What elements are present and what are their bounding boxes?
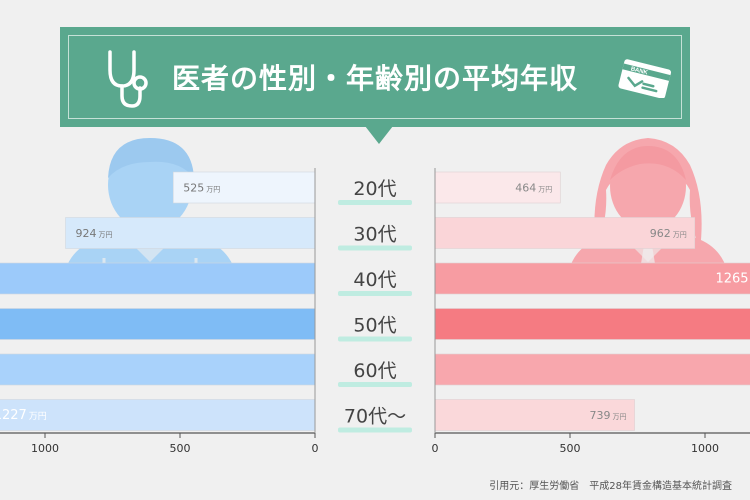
left-axis-tick-label: 500 bbox=[170, 442, 191, 455]
left-axis-tick-label: 1000 bbox=[31, 442, 59, 455]
stethoscope-icon bbox=[108, 50, 148, 108]
category-underline bbox=[338, 382, 412, 387]
right-bar-label: 1265万円 bbox=[715, 272, 750, 287]
category-label: 30代 bbox=[353, 224, 396, 246]
banner-pointer bbox=[365, 126, 393, 144]
right-axis-tick-label: 500 bbox=[560, 442, 581, 455]
right-bar bbox=[434, 353, 750, 386]
right-bar-label: 962 万円 bbox=[650, 227, 687, 240]
left-bar bbox=[0, 308, 316, 340]
category-underline bbox=[338, 336, 412, 342]
bars-layer: 525万円464万円924万円962万円1453万円1265万円1727万円15… bbox=[0, 171, 750, 431]
category-labels-layer: 20代 30代 40代 50代 60代 70代～ bbox=[338, 178, 412, 433]
left-bar bbox=[0, 353, 316, 386]
left-bar-label: 924 万円 bbox=[76, 227, 113, 240]
bank-text: BANK bbox=[630, 66, 649, 76]
category-underline bbox=[338, 427, 412, 433]
category-label: 40代 bbox=[353, 269, 396, 291]
right-bar-label: 464 万円 bbox=[515, 182, 552, 195]
right-bar bbox=[434, 308, 750, 340]
left-bar bbox=[65, 217, 316, 249]
right-axis-tick-label: 1000 bbox=[691, 442, 719, 455]
left-bar-label: 1227万円 bbox=[0, 408, 47, 423]
category-label: 70代～ bbox=[344, 406, 406, 428]
right-bar-label: 739 万円 bbox=[590, 409, 627, 422]
right-bar bbox=[434, 399, 635, 431]
category-underline bbox=[338, 291, 412, 296]
banner-border bbox=[68, 35, 682, 119]
left-bar-label: 525 万円 bbox=[183, 182, 220, 195]
category-underline bbox=[338, 200, 412, 205]
category-label: 50代 bbox=[353, 315, 396, 337]
left-bar bbox=[172, 171, 316, 204]
category-label: 20代 bbox=[353, 178, 396, 200]
right-axis-tick-label: 0 bbox=[432, 442, 439, 455]
left-axis-tick-label: 0 bbox=[312, 442, 319, 455]
right-bar bbox=[434, 171, 561, 204]
left-bar bbox=[0, 262, 316, 295]
category-label: 60代 bbox=[353, 360, 396, 382]
axes-layer: 20001500100050000500100015002000（万円）（万円） bbox=[0, 168, 750, 455]
page-title: 医者の性別・年齢別の平均年収 bbox=[171, 62, 578, 95]
left-bar bbox=[0, 399, 316, 431]
title-banner bbox=[60, 27, 690, 127]
bank-card-icon: BANK bbox=[618, 59, 672, 98]
category-underline bbox=[338, 245, 412, 251]
right-bar bbox=[434, 217, 696, 249]
source-citation: 引用元：厚生労働省 平成28年賃金構造基本統計調査 bbox=[489, 481, 732, 492]
right-bar bbox=[434, 262, 750, 295]
